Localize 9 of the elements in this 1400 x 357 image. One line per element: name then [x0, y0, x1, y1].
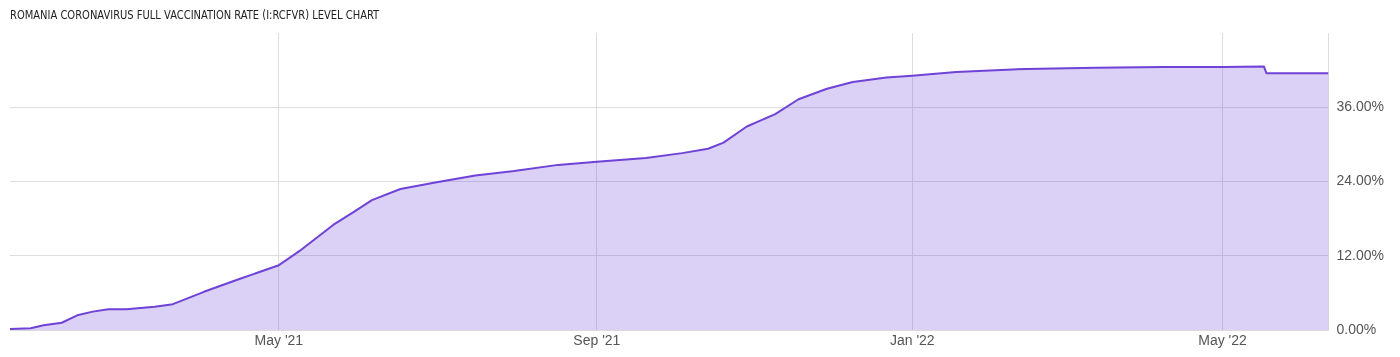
x-tick-label: Sep '21	[573, 332, 621, 349]
x-tick-label: Jan '22	[889, 332, 935, 349]
y-tick-label: 12.00%	[1336, 246, 1384, 263]
y-tick-label: 36.00%	[1336, 98, 1384, 115]
y-tick-label: 0.00%	[1336, 321, 1377, 338]
x-tick-label: May '21	[254, 332, 304, 349]
y-tick-label: 24.00%	[1336, 172, 1384, 189]
chart-title: ROMANIA CORONAVIRUS FULL VACCINATION RATE (I:RCFVR) LEVEL CHART	[10, 7, 380, 22]
x-tick-label: May '22	[1198, 332, 1248, 349]
